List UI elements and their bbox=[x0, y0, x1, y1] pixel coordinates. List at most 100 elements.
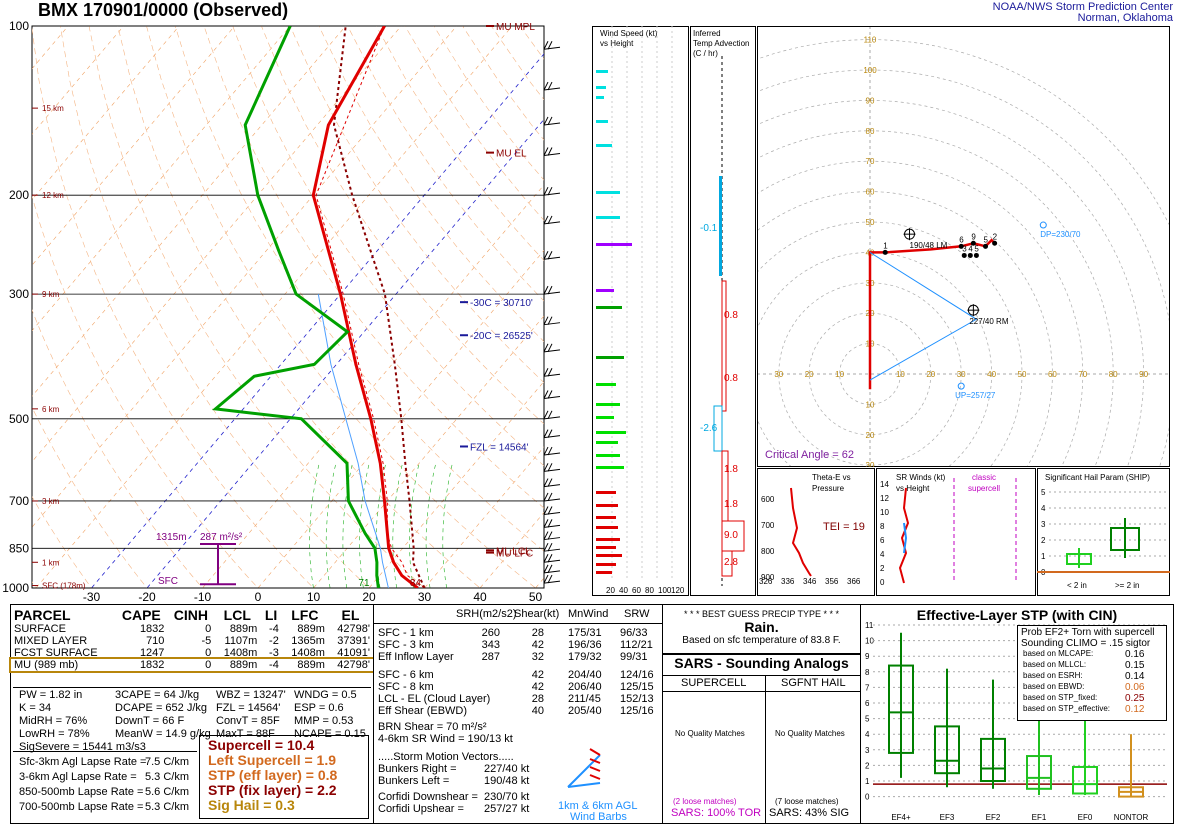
height-mark-dot bbox=[970, 240, 976, 246]
prob-value: 0.06 bbox=[1125, 682, 1145, 693]
wind-barb-icon bbox=[543, 87, 561, 91]
pressure-tick-label: 300 bbox=[9, 287, 29, 301]
parcel-row: FCST SURFACE 1247 0 1408m -3 1408m 41091' bbox=[11, 647, 373, 659]
temperature-line bbox=[311, 26, 419, 588]
hodo-ring-label: 20 bbox=[866, 431, 875, 440]
srw-line-blue bbox=[903, 522, 908, 554]
prob-label: based on EBWD: bbox=[1023, 682, 1085, 691]
parcel-cell: 889m bbox=[297, 659, 325, 671]
skewt-chart: 100 200 300 500 700 850 1000 -30 -20 -10 0 10 20 30 40… bbox=[2, 19, 561, 604]
wind-speed-bar bbox=[596, 516, 616, 519]
srw-title2: vs Height bbox=[896, 484, 930, 493]
wind-barb-icon bbox=[543, 215, 549, 225]
moist-adiabat bbox=[309, 463, 320, 588]
wetbulb-line bbox=[317, 294, 389, 588]
tadv-value: 1.8 bbox=[724, 464, 738, 475]
wind-barb-icon bbox=[547, 446, 553, 456]
wind-barb-icon bbox=[543, 221, 561, 225]
thermo-value: PW = 1.82 in bbox=[19, 689, 83, 701]
wind-barb-icon bbox=[543, 429, 549, 438]
moist-adiabat bbox=[325, 463, 337, 588]
wind-barb-icon bbox=[543, 41, 549, 50]
stp-box bbox=[934, 725, 960, 775]
stp-y-tick: 6 bbox=[865, 699, 870, 708]
stp-box bbox=[1026, 755, 1052, 790]
sr-wind: 4-6km SR Wind = 190/13 kt bbox=[378, 733, 513, 745]
wind-barb-icon bbox=[547, 215, 553, 225]
thetae-x-tick: 326 bbox=[759, 577, 773, 586]
prob-value: 0.16 bbox=[1125, 649, 1145, 660]
wind-barb-icon bbox=[543, 446, 549, 456]
temp-tick-label: 10 bbox=[307, 590, 321, 604]
hodo-x-label: 20 bbox=[805, 370, 814, 379]
height-mark-dot bbox=[983, 243, 989, 249]
wind-barb-icon bbox=[543, 186, 549, 196]
motion-barbs-icon bbox=[567, 748, 601, 788]
kinematics-panel: SRH(m2/s2) Shear(kt) MnWind SRW SFC - 1 … bbox=[373, 604, 663, 824]
prob-row: based on MLCAPE: 0.16 bbox=[1021, 649, 1163, 660]
lapse-value: 7.5 C/km bbox=[145, 756, 190, 768]
kin-mnwind: 175/31 bbox=[568, 627, 602, 639]
parcel-cell: -2 bbox=[269, 635, 279, 647]
stp-category-label: EF4+ bbox=[891, 813, 911, 822]
srw-title: SR Winds (kt) bbox=[896, 473, 946, 482]
ship-title: Significant Hail Param (SHIP) bbox=[1045, 473, 1150, 482]
thermo-col4: WNDG = 0.5 ESP = 0.6 MMP = 0.53 NCAPE = 0.1… bbox=[294, 689, 366, 741]
kin-srh: 287 bbox=[481, 651, 500, 663]
wind-barb-icon bbox=[543, 554, 549, 563]
wind-barb-icon bbox=[543, 498, 561, 502]
lapse-label: 3-6km Agl Lapse Rate = bbox=[19, 771, 137, 783]
kin-label: LCL - EL (Cloud Layer) bbox=[378, 693, 491, 705]
prob-value: 0.25 bbox=[1125, 693, 1145, 704]
dry-adiabat bbox=[146, 26, 536, 588]
height-label: SFC (178m) bbox=[42, 582, 86, 591]
wind-speed-bar bbox=[596, 416, 614, 419]
wind-barb-icon bbox=[547, 519, 553, 528]
wind-speed-bar bbox=[596, 70, 608, 73]
wind-speed-bar bbox=[596, 96, 604, 99]
lapse-label: 700-500mb Lapse Rate = bbox=[19, 801, 144, 813]
wind-barb-icon bbox=[547, 390, 553, 399]
stp-y-tick: 0 bbox=[865, 793, 870, 802]
parcel-cell: 710 bbox=[146, 635, 165, 647]
prob-row: based on MLLCL: 0.15 bbox=[1021, 660, 1163, 671]
height-mark-dot bbox=[967, 252, 973, 258]
bunkers-right-label: Bunkers Right = bbox=[378, 763, 457, 775]
srw-y-tick: 2 bbox=[880, 564, 885, 573]
wind-barb-icon bbox=[547, 81, 553, 91]
hodo-x-label: 10 bbox=[896, 370, 905, 379]
ship-category-label: >= 2 in bbox=[1115, 581, 1139, 590]
pressure-tick-label: 700 bbox=[9, 494, 29, 508]
height-mark-dot bbox=[961, 252, 967, 258]
ship-y-tick: 3 bbox=[1041, 520, 1046, 529]
prob-row: based on EBWD: 0.06 bbox=[1021, 682, 1163, 693]
barb-label2: Wind Barbs bbox=[570, 811, 627, 823]
moist-adiabat bbox=[425, 463, 437, 588]
kin-label: Eff Shear (EBWD) bbox=[378, 705, 468, 717]
dry-adiabat bbox=[32, 26, 314, 588]
height-label: 15 km bbox=[42, 104, 64, 113]
org-line2: Norman, Oklahoma bbox=[1077, 12, 1173, 24]
wind-speed-bar bbox=[596, 571, 612, 574]
thetae-y-tick: 700 bbox=[761, 521, 775, 530]
temp-tick-label: 40 bbox=[473, 590, 487, 604]
tadv-title2: Temp Advection bbox=[693, 39, 749, 48]
kin-mnwind: 205/40 bbox=[568, 705, 602, 717]
org-line1: NOAA/NWS Storm Prediction Center bbox=[992, 1, 1173, 13]
wind-speed-bar bbox=[596, 144, 612, 147]
wind-barb-icon bbox=[547, 316, 553, 325]
thermo-value: MaxT = 88F bbox=[216, 728, 275, 740]
prob-row: based on ESRH: 0.14 bbox=[1021, 671, 1163, 682]
moist-adiabat bbox=[359, 463, 370, 588]
annotation-label: MU LFC bbox=[496, 549, 533, 560]
wind-speed-chart: Wind Speed (kt)vs Height 20 40 60 80 100 120 bbox=[592, 26, 689, 596]
hodo-x-label: 30 bbox=[957, 370, 966, 379]
wind-speed-bar bbox=[596, 120, 608, 123]
tadv-bar-warm bbox=[721, 280, 727, 412]
isotherm-line bbox=[202, 184, 544, 588]
thetae-x-tick: 366 bbox=[847, 577, 861, 586]
kin-header: SRW bbox=[624, 608, 650, 620]
height-label: 6 km bbox=[42, 405, 60, 414]
